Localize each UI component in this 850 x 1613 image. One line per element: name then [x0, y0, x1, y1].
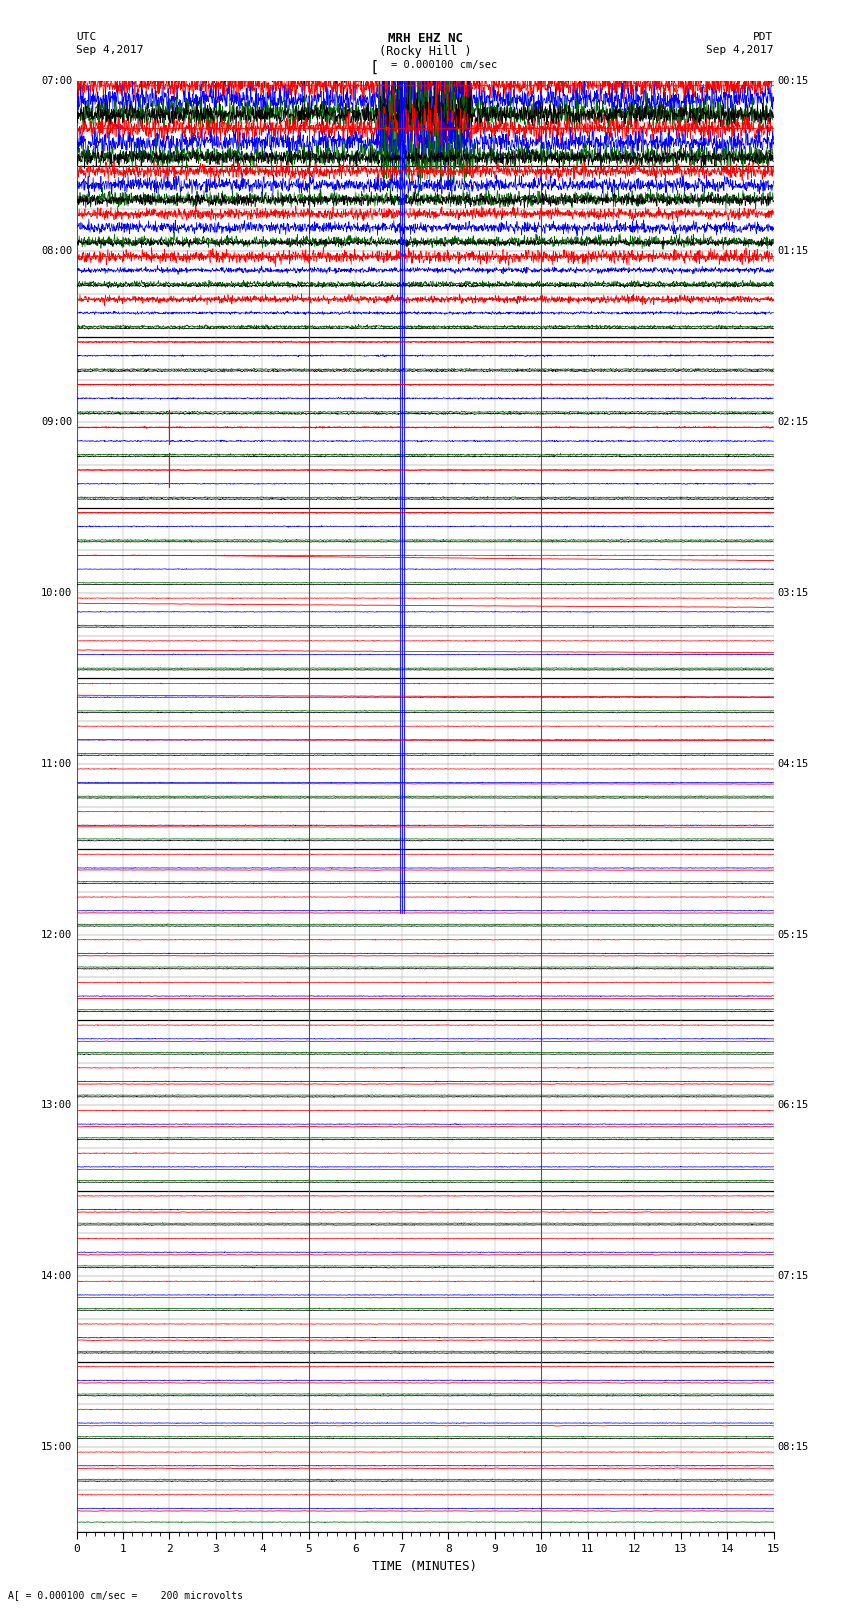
Text: 08:15: 08:15 — [777, 1442, 808, 1452]
Text: = 0.000100 cm/sec: = 0.000100 cm/sec — [391, 60, 497, 69]
Text: PDT: PDT — [753, 32, 774, 42]
Text: Sep 4,2017: Sep 4,2017 — [706, 45, 774, 55]
Text: 15:00: 15:00 — [41, 1442, 72, 1452]
Text: UTC: UTC — [76, 32, 97, 42]
Text: 10:00: 10:00 — [41, 589, 72, 598]
Text: (Rocky Hill ): (Rocky Hill ) — [379, 45, 471, 58]
Text: 11:00: 11:00 — [41, 758, 72, 769]
Text: Sep 4,2017: Sep 4,2017 — [76, 45, 144, 55]
X-axis label: TIME (MINUTES): TIME (MINUTES) — [372, 1560, 478, 1573]
Text: 01:15: 01:15 — [777, 247, 808, 256]
Text: 07:00: 07:00 — [41, 76, 72, 85]
Text: 07:15: 07:15 — [777, 1271, 808, 1281]
Text: 13:00: 13:00 — [41, 1100, 72, 1110]
Text: 09:00: 09:00 — [41, 418, 72, 427]
Text: 06:15: 06:15 — [777, 1100, 808, 1110]
Text: 08:00: 08:00 — [41, 247, 72, 256]
Text: 12:00: 12:00 — [41, 929, 72, 940]
Text: 05:15: 05:15 — [777, 929, 808, 940]
Text: 00:15: 00:15 — [777, 76, 808, 85]
Text: MRH EHZ NC: MRH EHZ NC — [388, 32, 462, 45]
Text: 03:15: 03:15 — [777, 589, 808, 598]
Text: A[ = 0.000100 cm/sec =    200 microvolts: A[ = 0.000100 cm/sec = 200 microvolts — [8, 1590, 243, 1600]
Text: 04:15: 04:15 — [777, 758, 808, 769]
Text: [: [ — [370, 60, 378, 74]
Text: 02:15: 02:15 — [777, 418, 808, 427]
Text: 14:00: 14:00 — [41, 1271, 72, 1281]
